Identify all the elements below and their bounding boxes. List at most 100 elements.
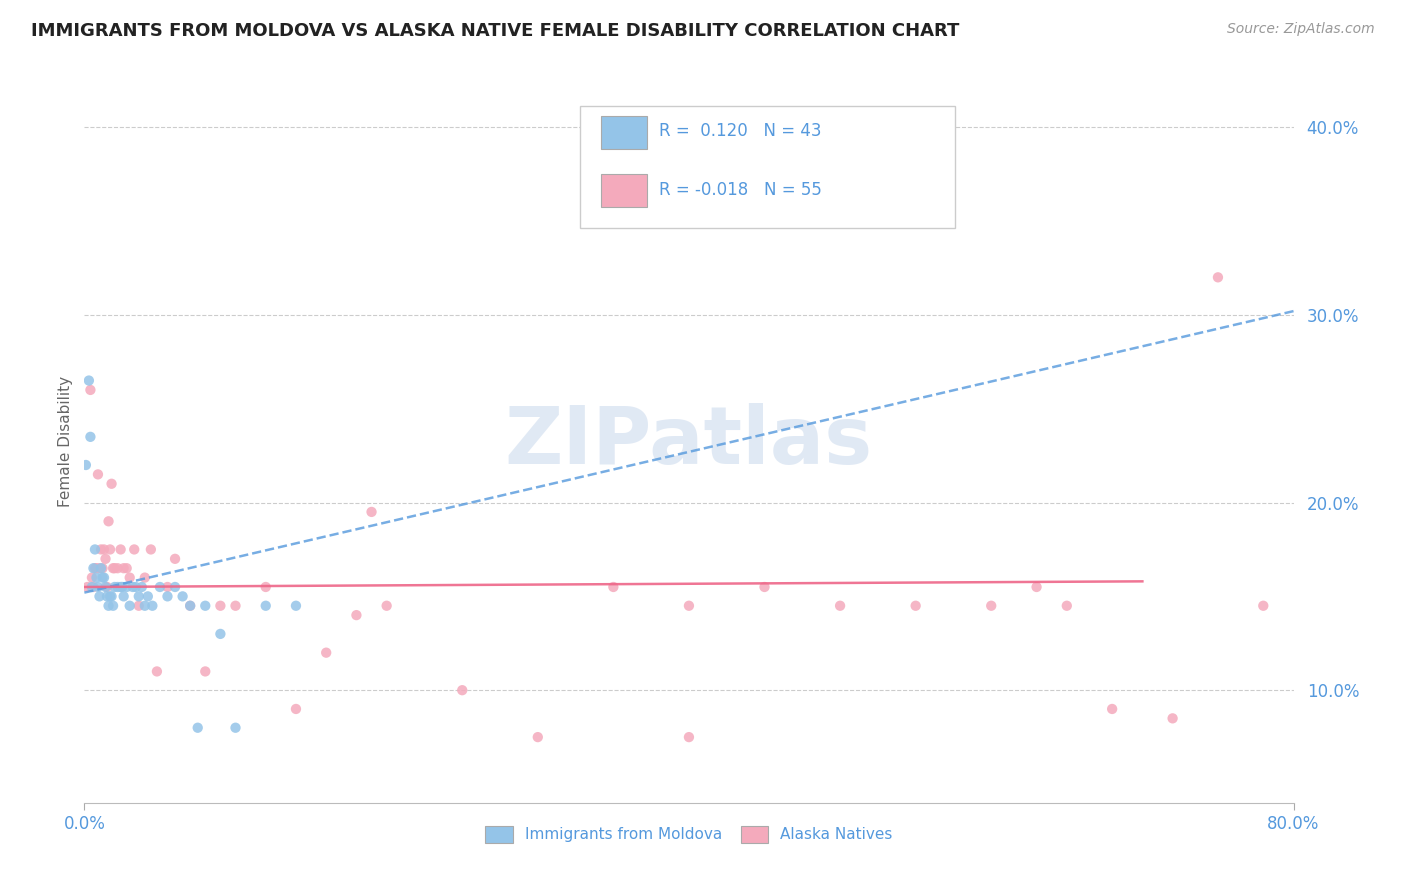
Point [84,561,107,575]
Point [93,542,115,557]
Point [93,571,115,585]
Point [101,561,124,575]
Point [90,542,112,557]
Point [86,571,108,585]
Point [110,580,132,594]
Point [156,580,179,594]
FancyBboxPatch shape [600,174,647,207]
Point [94,551,117,566]
Point [118,599,141,613]
Point [128,590,150,604]
Point [125,580,148,594]
Point [1161,711,1184,725]
Point [128,599,150,613]
Point [754,580,776,594]
Point [254,599,277,613]
Text: ZIPatlas: ZIPatlas [505,402,873,481]
Point [100,476,122,491]
Text: R = -0.018   N = 55: R = -0.018 N = 55 [659,181,821,199]
Point [1056,599,1078,613]
Point [980,599,1002,613]
Point [131,580,153,594]
Point [141,599,163,613]
Point [1206,270,1229,285]
Point [77,374,100,388]
Text: Source: ZipAtlas.com: Source: ZipAtlas.com [1227,22,1375,37]
Point [678,599,700,613]
Point [172,590,194,604]
Point [91,571,114,585]
Point [82,561,104,575]
Point [527,730,550,744]
Point [100,590,122,604]
Point [98,542,121,557]
Point [136,590,159,604]
Point [115,580,138,594]
Point [104,561,127,575]
Point [98,590,121,604]
Point [94,580,117,594]
Point [101,599,124,613]
Point [87,467,110,482]
Point [165,551,187,566]
Point [1101,702,1123,716]
Point [76,580,98,594]
Point [87,580,110,594]
Point [187,721,209,735]
Point [84,542,107,557]
Text: IMMIGRANTS FROM MOLDOVA VS ALASKA NATIVE FEMALE DISABILITY CORRELATION CHART: IMMIGRANTS FROM MOLDOVA VS ALASKA NATIVE… [31,22,959,40]
Point [107,580,129,594]
Point [179,599,201,613]
Point [1253,599,1275,613]
Point [75,458,97,472]
Point [80,580,103,594]
Point [97,514,120,528]
Point [86,561,108,575]
Point [89,561,111,575]
Point [112,590,135,604]
Point [209,627,232,641]
Point [194,665,217,679]
Point [80,571,103,585]
Point [96,580,118,594]
Point [112,561,135,575]
Point [90,561,112,575]
Point [118,571,141,585]
Point [115,561,138,575]
Point [134,599,156,613]
Point [104,580,127,594]
Point [285,599,308,613]
Point [121,580,143,594]
Point [156,590,179,604]
Point [346,608,368,623]
Point [82,580,104,594]
Point [602,580,624,594]
Point [904,599,927,613]
Y-axis label: Female Disability: Female Disability [58,376,73,508]
Point [91,561,114,575]
Point [285,702,308,716]
FancyBboxPatch shape [581,105,955,228]
Point [146,665,169,679]
Point [79,383,101,397]
Legend: Immigrants from Moldova, Alaska Natives: Immigrants from Moldova, Alaska Natives [479,820,898,849]
Point [97,599,120,613]
Point [149,580,172,594]
FancyBboxPatch shape [600,117,647,149]
Point [96,590,118,604]
Point [111,580,134,594]
Point [830,599,852,613]
Point [225,599,247,613]
Point [209,599,232,613]
Point [315,646,337,660]
Point [451,683,474,698]
Point [110,542,132,557]
Point [225,721,247,735]
Point [194,599,217,613]
Point [179,599,201,613]
Point [139,542,162,557]
Point [1025,580,1047,594]
Point [254,580,277,594]
Point [79,430,101,444]
Point [134,571,156,585]
